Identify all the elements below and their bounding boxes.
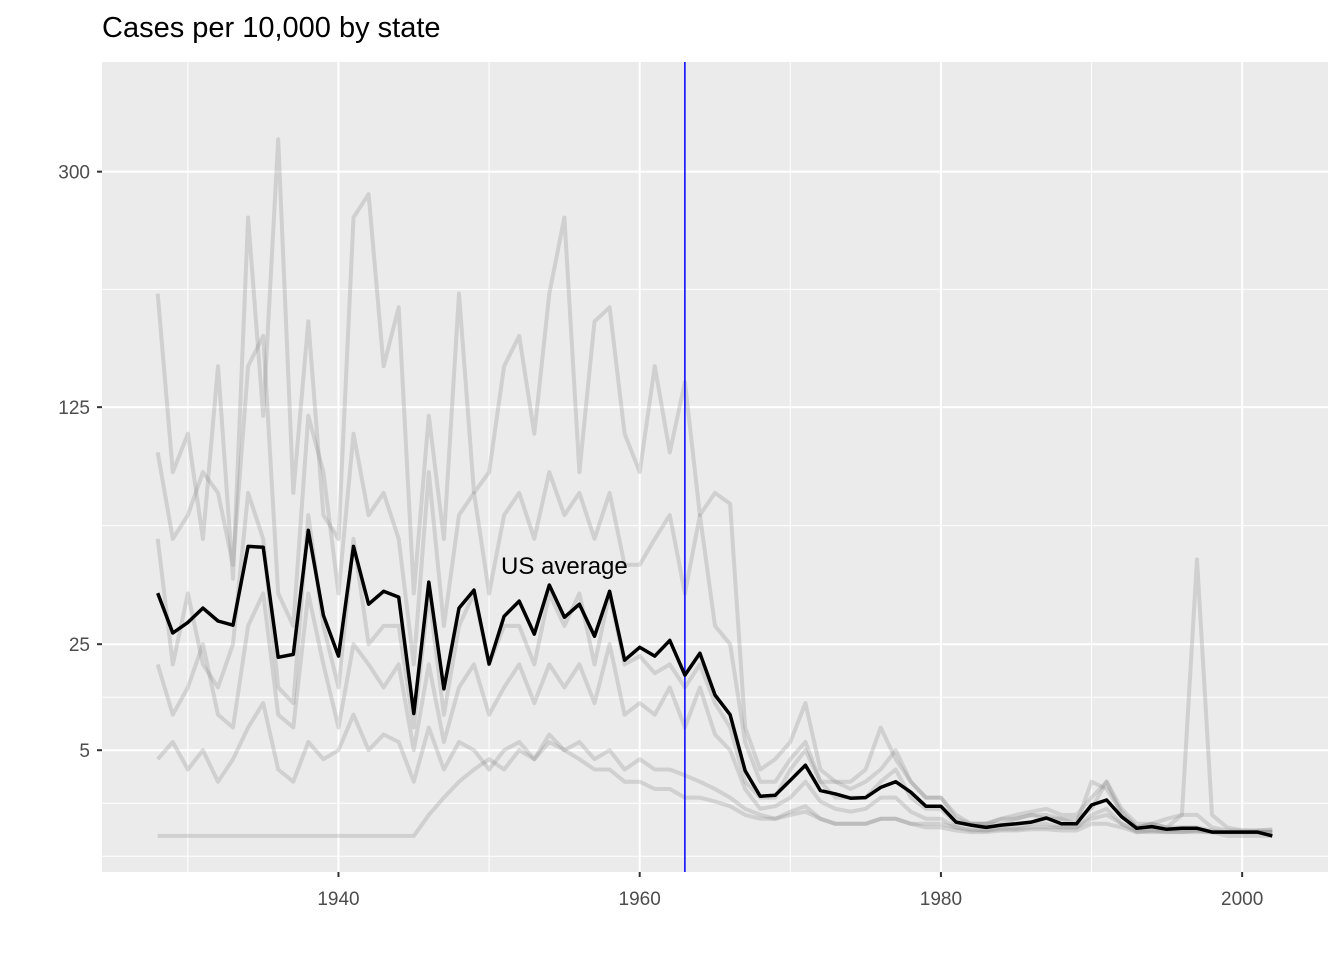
state-lines [155,137,1273,838]
state-line [157,740,1273,838]
x-tick-label: 1960 [619,889,661,910]
grid-lines [102,62,1328,872]
us-average-group [156,62,1273,872]
us-average-label: US average [501,553,628,580]
state-line [155,591,1273,835]
y-tick-label: 25 [69,635,90,656]
x-tick-label: 1940 [317,889,359,910]
y-tick-label: 5 [79,741,90,762]
y-tick-label: 300 [58,163,90,184]
state-line [155,137,1273,833]
y-tick-label: 125 [58,398,90,419]
x-tick-label: 2000 [1221,889,1263,910]
us-average-line [156,528,1273,838]
plot-panel [102,62,1328,872]
state-line [155,333,1273,835]
x-tick-label: 1980 [920,889,962,910]
axes: 5 25 125 300 1940 1960 1980 2000 [58,163,1263,910]
chart-title: Cases per 10,000 by state [102,12,441,44]
state-line [156,701,1273,838]
